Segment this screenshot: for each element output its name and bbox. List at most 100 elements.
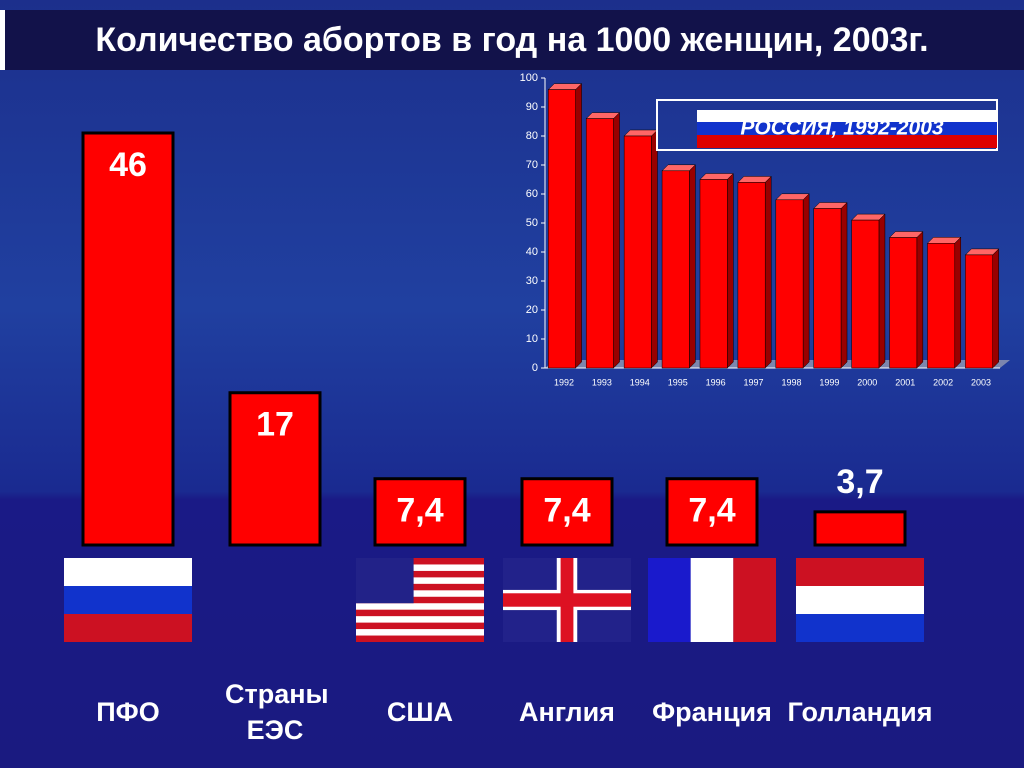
bar-side bbox=[613, 111, 620, 369]
flag-part bbox=[796, 586, 924, 614]
y-tick-label: 40 bbox=[526, 246, 538, 258]
bar bbox=[775, 199, 804, 369]
y-tick-label: 10 bbox=[526, 333, 538, 345]
bar-top bbox=[623, 129, 659, 137]
legend: РОССИЯ, 1992-2003 bbox=[656, 99, 998, 151]
bar-top bbox=[699, 173, 734, 180]
bar-top bbox=[737, 176, 772, 183]
value-label: 7,4 bbox=[543, 492, 590, 530]
legend-flag-white bbox=[697, 110, 997, 122]
legend-label: РОССИЯ, 1992-2003 bbox=[740, 117, 944, 140]
bar-top bbox=[964, 248, 1000, 256]
bar-side bbox=[575, 82, 582, 369]
x-tick-label: 1998 bbox=[781, 377, 801, 387]
x-tick-label: 2002 bbox=[933, 377, 953, 387]
bar bbox=[813, 510, 907, 547]
y-tick-label: 60 bbox=[526, 188, 538, 200]
x-tick-label: 1997 bbox=[744, 377, 764, 387]
bar-side bbox=[840, 201, 848, 369]
flag-part bbox=[64, 586, 192, 614]
title-edge bbox=[0, 10, 5, 70]
flag-part bbox=[356, 622, 484, 630]
bar bbox=[373, 477, 467, 547]
x-tick-label: 1996 bbox=[706, 377, 726, 387]
x-tick-label: Голландия bbox=[787, 697, 933, 727]
bar-top bbox=[775, 193, 810, 201]
flag-part bbox=[796, 558, 924, 586]
flag-part bbox=[356, 635, 484, 642]
x-tick-label: Франция bbox=[652, 697, 772, 727]
x-tick-label: 1994 bbox=[630, 377, 650, 387]
bar-side bbox=[689, 164, 696, 369]
bar-side bbox=[992, 248, 999, 369]
bar bbox=[661, 170, 690, 369]
bar bbox=[813, 208, 842, 369]
title-bar bbox=[0, 10, 1024, 70]
y-tick-label: 30 bbox=[526, 275, 538, 287]
legend-flag-red bbox=[697, 135, 997, 148]
value-label: 46 bbox=[109, 146, 147, 184]
bar-side bbox=[916, 230, 924, 369]
x-tick-label: Англия bbox=[519, 697, 615, 727]
y-tick-label: 70 bbox=[526, 159, 538, 171]
x-tick-label: ПФО bbox=[96, 697, 160, 727]
bar-top bbox=[851, 213, 886, 221]
y-tick-label: 80 bbox=[526, 130, 538, 142]
x-tick-label: 1993 bbox=[592, 377, 612, 387]
bar bbox=[737, 182, 766, 369]
chart-title: Количество абортов в год на 1000 женщин,… bbox=[95, 21, 928, 59]
flag-part bbox=[356, 570, 484, 578]
flag-part bbox=[356, 558, 414, 604]
y-tick-label: 90 bbox=[526, 101, 538, 113]
y-tick-label: 100 bbox=[520, 72, 538, 84]
value-label: 7,4 bbox=[688, 492, 735, 530]
flag-part bbox=[796, 614, 924, 642]
x-tick-label: 2001 bbox=[895, 377, 915, 387]
x-tick-label: 1999 bbox=[819, 377, 839, 387]
y-tick-label: 0 bbox=[532, 362, 538, 374]
flag-part bbox=[356, 558, 484, 565]
value-label: 7,4 bbox=[396, 492, 443, 530]
bar bbox=[548, 89, 576, 369]
flag-part bbox=[64, 614, 192, 642]
bar bbox=[665, 477, 759, 547]
bar bbox=[81, 131, 175, 547]
flag-part bbox=[690, 558, 734, 642]
flag-part bbox=[503, 593, 631, 607]
bar bbox=[623, 135, 652, 369]
bar-side bbox=[651, 129, 658, 369]
bar-top bbox=[888, 231, 924, 238]
bar-top bbox=[661, 164, 696, 172]
bar bbox=[889, 237, 918, 369]
y-tick-label: 20 bbox=[526, 304, 538, 316]
bar-top bbox=[585, 112, 621, 119]
bar bbox=[927, 243, 956, 369]
value-label: 17 bbox=[256, 406, 294, 444]
flag-part bbox=[356, 583, 484, 591]
flag-part bbox=[648, 558, 691, 642]
bar-side bbox=[764, 175, 772, 369]
bar-side bbox=[954, 236, 962, 369]
flag-part bbox=[733, 558, 776, 642]
bar bbox=[851, 219, 880, 369]
x-tick-label: Страны ЕЭС bbox=[225, 679, 329, 745]
flag-part bbox=[356, 609, 484, 617]
bar bbox=[965, 254, 993, 369]
x-tick-label: 2000 bbox=[857, 377, 877, 387]
bar-side bbox=[878, 213, 886, 369]
bar-top bbox=[813, 202, 848, 209]
x-tick-label: 2003 bbox=[971, 377, 991, 387]
bar bbox=[585, 118, 614, 369]
x-tick-label: США bbox=[386, 697, 454, 727]
y-tick-label: 50 bbox=[526, 217, 538, 229]
flag-part bbox=[64, 558, 192, 586]
value-label: 3,7 bbox=[836, 463, 883, 501]
bar-top bbox=[926, 237, 962, 244]
flag-part bbox=[356, 596, 484, 604]
bar bbox=[228, 391, 322, 547]
legend-flag-blue bbox=[697, 122, 997, 135]
bar bbox=[520, 477, 614, 547]
x-tick-label: 1992 bbox=[554, 377, 574, 387]
